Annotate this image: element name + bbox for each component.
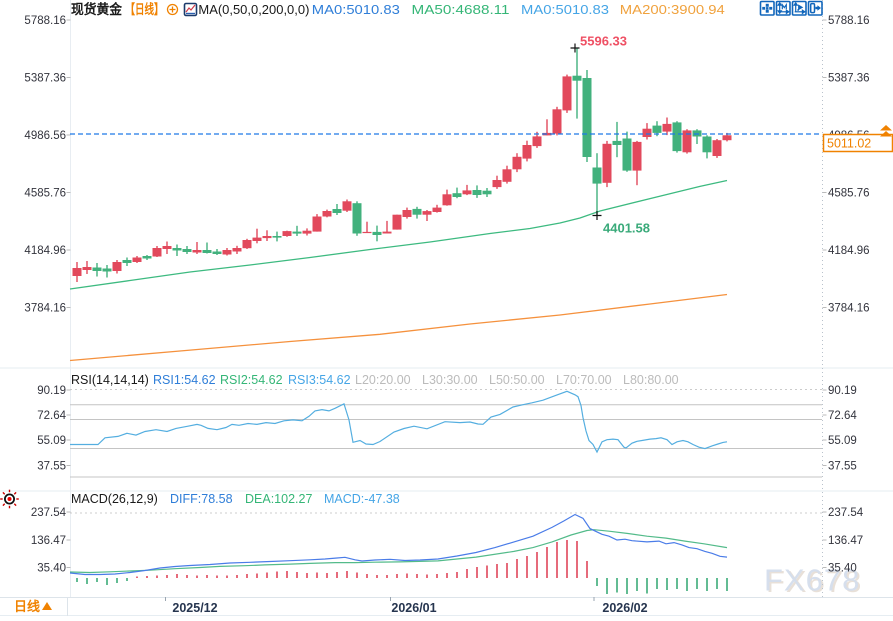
svg-text:4986.56: 4986.56 (24, 130, 66, 142)
svg-text:FX678: FX678 (764, 563, 860, 598)
svg-text:5788.16: 5788.16 (828, 15, 870, 27)
svg-text:3784.16: 3784.16 (24, 303, 66, 315)
svg-text:72.64: 72.64 (37, 410, 66, 422)
svg-text:现货黄金: 现货黄金 (71, 1, 122, 17)
svg-text:L80:80.00: L80:80.00 (623, 373, 679, 387)
svg-text:90.19: 90.19 (828, 385, 857, 397)
svg-text:MA0:5010.83: MA0:5010.83 (521, 3, 609, 17)
svg-text:L30:30.00: L30:30.00 (422, 373, 478, 387)
svg-text:MACD(26,12,9): MACD(26,12,9) (71, 492, 158, 506)
svg-text:4585.76: 4585.76 (828, 188, 870, 200)
svg-text:4184.96: 4184.96 (24, 245, 66, 257)
svg-text:90.19: 90.19 (37, 385, 66, 397)
svg-text:RSI2:54.62: RSI2:54.62 (220, 373, 283, 387)
svg-text:237.54: 237.54 (828, 507, 864, 519)
svg-text:MA0:5010.83: MA0:5010.83 (312, 3, 400, 17)
svg-text:4184.96: 4184.96 (828, 245, 870, 257)
svg-text:【日线】: 【日线】 (126, 1, 164, 17)
svg-text:5788.16: 5788.16 (24, 15, 66, 27)
svg-text:L50:50.00: L50:50.00 (489, 373, 545, 387)
svg-text:3784.16: 3784.16 (828, 303, 870, 315)
svg-text:2026/01: 2026/01 (391, 601, 436, 615)
svg-text:5011.02: 5011.02 (827, 137, 871, 151)
svg-text:RSI1:54.62: RSI1:54.62 (153, 373, 216, 387)
svg-text:72.64: 72.64 (828, 410, 857, 422)
svg-text:5387.36: 5387.36 (828, 73, 870, 85)
svg-text:37.55: 37.55 (37, 461, 66, 473)
svg-text:4401.58: 4401.58 (603, 221, 650, 236)
svg-text:MACD:-47.38: MACD:-47.38 (324, 492, 400, 506)
svg-text:2026/02: 2026/02 (602, 601, 647, 615)
svg-text:L20:20.00: L20:20.00 (355, 373, 411, 387)
svg-text:2025/12: 2025/12 (172, 601, 217, 615)
svg-text:55.09: 55.09 (37, 435, 66, 447)
svg-text:DIFF:78.58: DIFF:78.58 (170, 492, 233, 506)
svg-text:35.40: 35.40 (828, 563, 857, 575)
svg-text:237.54: 237.54 (31, 507, 67, 519)
svg-text:35.40: 35.40 (37, 563, 66, 575)
svg-text:日线: 日线 (14, 599, 40, 614)
svg-text:MA(0,50,0,200,0,0): MA(0,50,0,200,0,0) (198, 3, 309, 17)
svg-text:136.47: 136.47 (828, 535, 863, 547)
svg-text:MA200:3900.94: MA200:3900.94 (620, 3, 725, 17)
svg-text:FX678: FX678 (766, 564, 862, 599)
svg-text:5596.33: 5596.33 (580, 34, 627, 49)
svg-text:55.09: 55.09 (828, 435, 857, 447)
svg-text:136.47: 136.47 (31, 535, 66, 547)
svg-text:37.55: 37.55 (828, 461, 857, 473)
svg-text:L70:70.00: L70:70.00 (556, 373, 612, 387)
svg-text:5387.36: 5387.36 (24, 73, 66, 85)
svg-text:DEA:102.27: DEA:102.27 (245, 492, 312, 506)
svg-text:4585.76: 4585.76 (24, 188, 66, 200)
svg-text:RSI(14,14,14): RSI(14,14,14) (71, 373, 149, 387)
svg-text:RSI3:54.62: RSI3:54.62 (288, 373, 351, 387)
svg-text:MA50:4688.11: MA50:4688.11 (412, 3, 510, 17)
